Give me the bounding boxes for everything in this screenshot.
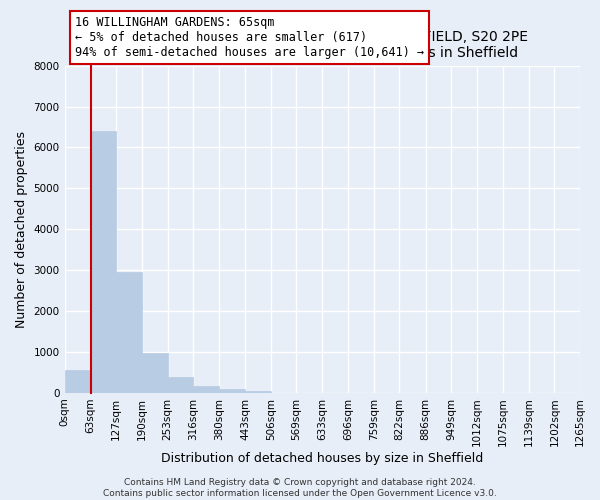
Bar	[90, 131, 116, 393]
Y-axis label: Number of detached properties: Number of detached properties	[15, 131, 28, 328]
Bar	[65, 370, 90, 393]
Text: Contains HM Land Registry data © Crown copyright and database right 2024.
Contai: Contains HM Land Registry data © Crown c…	[103, 478, 497, 498]
Bar	[220, 389, 245, 393]
Bar	[142, 353, 167, 393]
Text: 16 WILLINGHAM GARDENS: 65sqm
← 5% of detached houses are smaller (617)
94% of se: 16 WILLINGHAM GARDENS: 65sqm ← 5% of det…	[75, 16, 424, 59]
X-axis label: Distribution of detached houses by size in Sheffield: Distribution of detached houses by size …	[161, 452, 484, 465]
Title: 16, WILLINGHAM GARDENS, SOTHALL, SHEFFIELD, S20 2PE
Size of property relative to: 16, WILLINGHAM GARDENS, SOTHALL, SHEFFIE…	[117, 30, 528, 60]
Bar	[167, 378, 193, 393]
Bar	[193, 386, 220, 393]
Bar	[245, 390, 271, 393]
Bar	[116, 272, 142, 393]
